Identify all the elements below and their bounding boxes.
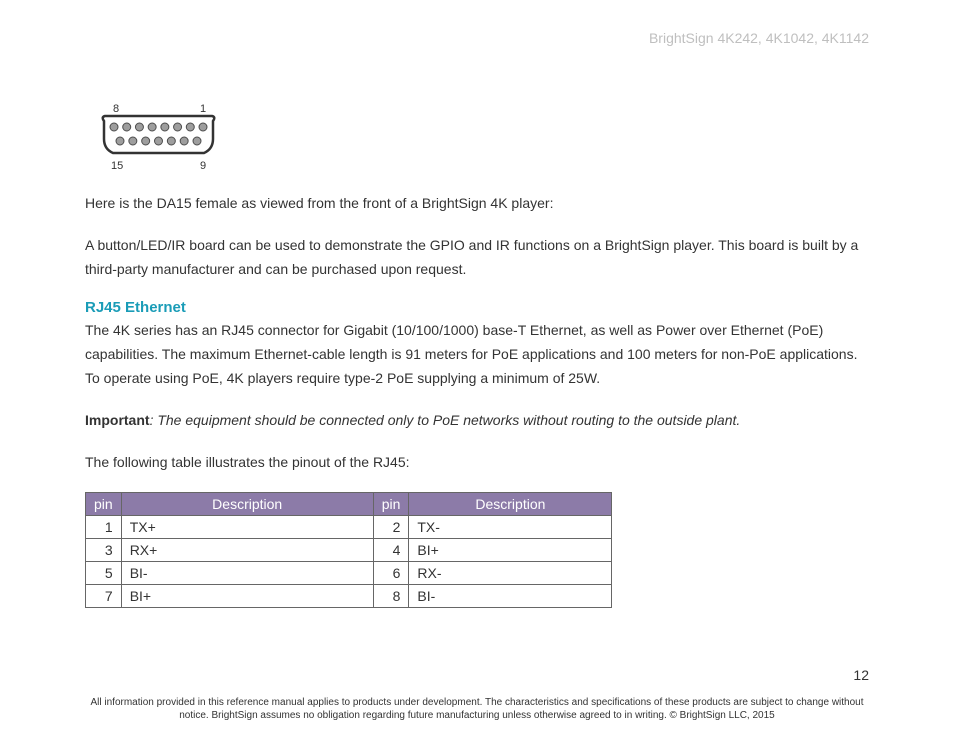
desc-cell: TX+ <box>121 516 373 539</box>
svg-text:8: 8 <box>113 103 119 115</box>
table-row: 7BI+8BI- <box>86 585 612 608</box>
important-text: : The equipment should be connected only… <box>150 412 741 428</box>
desc-cell: TX- <box>409 516 612 539</box>
pin-cell: 2 <box>373 516 409 539</box>
desc-cell: BI- <box>409 585 612 608</box>
table-row: 1TX+2TX- <box>86 516 612 539</box>
paragraph-table-intro: The following table illustrates the pino… <box>85 451 869 475</box>
svg-text:1: 1 <box>200 103 206 115</box>
da15-connector-diagram: 8 1 15 9 <box>96 101 869 174</box>
table-header-pin-left: pin <box>86 493 122 516</box>
important-label: Important <box>85 412 150 428</box>
pin-cell: 3 <box>86 539 122 562</box>
pin-cell: 5 <box>86 562 122 585</box>
table-row: 5BI-6RX- <box>86 562 612 585</box>
desc-cell: BI+ <box>409 539 612 562</box>
table-header-desc-right: Description <box>409 493 612 516</box>
desc-cell: BI- <box>121 562 373 585</box>
desc-cell: BI+ <box>121 585 373 608</box>
footer-text: All information provided in this referen… <box>85 696 869 722</box>
desc-cell: RX- <box>409 562 612 585</box>
table-header-row: pin Description pin Description <box>86 493 612 516</box>
paragraph-da15-caption: Here is the DA15 female as viewed from t… <box>85 192 869 216</box>
pin-cell: 4 <box>373 539 409 562</box>
table-header-pin-right: pin <box>373 493 409 516</box>
table-header-desc-left: Description <box>121 493 373 516</box>
paragraph-gpio-board: A button/LED/IR board can be used to dem… <box>85 234 869 282</box>
pin-cell: 8 <box>373 585 409 608</box>
pin-cell: 1 <box>86 516 122 539</box>
page-content: BrightSign 4K242, 4K1042, 4K1142 81159 H… <box>0 0 954 608</box>
pin-cell: 6 <box>373 562 409 585</box>
desc-cell: RX+ <box>121 539 373 562</box>
rj45-pinout-table: pin Description pin Description 1TX+2TX-… <box>85 492 612 608</box>
paragraph-important: Important: The equipment should be conne… <box>85 409 869 433</box>
table-row: 3RX+4BI+ <box>86 539 612 562</box>
pin-cell: 7 <box>86 585 122 608</box>
header-model-text: BrightSign 4K242, 4K1042, 4K1142 <box>85 30 869 46</box>
page-number: 12 <box>853 667 869 683</box>
svg-text:9: 9 <box>200 160 206 171</box>
svg-text:15: 15 <box>111 160 123 171</box>
paragraph-rj45-description: The 4K series has an RJ45 connector for … <box>85 319 869 390</box>
section-heading-rj45: RJ45 Ethernet <box>85 299 869 316</box>
